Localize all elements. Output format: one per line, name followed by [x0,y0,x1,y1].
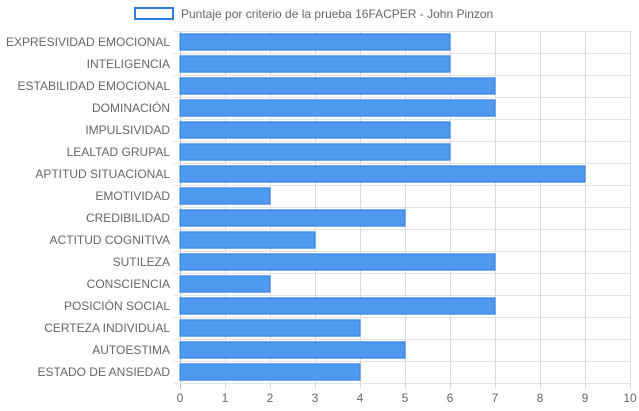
category-label: AUTOESTIMA [92,343,170,357]
legend-label[interactable]: Puntaje por criterio de la prueba 16FACP… [181,7,494,21]
x-tick-label: 7 [492,391,499,405]
bar[interactable] [179,363,361,381]
bar[interactable] [179,143,451,161]
category-label: CREDIBILIDAD [86,211,170,225]
bar[interactable] [179,319,361,337]
bar[interactable] [179,187,271,205]
category-label: CERTEZA INDIVIDUAL [44,321,170,335]
bar[interactable] [179,121,451,139]
x-tick-label: 10 [623,391,637,405]
bar[interactable] [179,253,496,271]
x-tick-label: 0 [177,391,184,405]
x-tick-label: 2 [267,391,274,405]
x-tick-label: 3 [312,391,319,405]
category-label: LEALTAD GRUPAL [67,145,171,159]
category-label: ESTABILIDAD EMOCIONAL [18,79,171,93]
x-tick-label: 9 [582,391,589,405]
bar[interactable] [179,275,271,293]
category-label: EMOTIVIDAD [95,189,170,203]
category-label: APTITUD SITUACIONAL [35,167,170,181]
category-label: POSICIÓN SOCIAL [64,298,170,313]
bar[interactable] [179,297,496,315]
bar[interactable] [179,341,406,359]
x-tick-label: 5 [402,391,409,405]
tick-labels: 0 1 2 3 4 5 6 7 8 9 10 [177,391,637,405]
legend-swatch[interactable] [134,7,174,20]
bar[interactable] [179,77,496,95]
bar[interactable] [179,231,316,249]
category-labels: EXPRESIVIDAD EMOCIONAL INTELIGENCIA ESTABI… [6,35,170,379]
x-tick-label: 4 [357,391,364,405]
x-tick-label: 6 [447,391,454,405]
category-label: ESTADO DE ANSIEDAD [38,365,171,379]
bar[interactable] [179,99,496,117]
bar[interactable] [179,209,406,227]
category-label: SUTILEZA [113,255,170,269]
category-label: ACTITUD COGNITIVA [50,233,170,247]
x-tick-label: 1 [222,391,229,405]
bar[interactable] [179,165,586,183]
bar[interactable] [179,33,451,51]
bar[interactable] [179,55,451,73]
category-label: EXPRESIVIDAD EMOCIONAL [6,35,170,49]
category-label: DOMINACIÓN [92,100,170,115]
bars [179,33,586,381]
category-label: INTELIGENCIA [87,57,170,71]
x-tick-label: 8 [537,391,544,405]
category-label: CONSCIENCIA [87,277,170,291]
category-label: IMPULSIVIDAD [85,123,170,137]
